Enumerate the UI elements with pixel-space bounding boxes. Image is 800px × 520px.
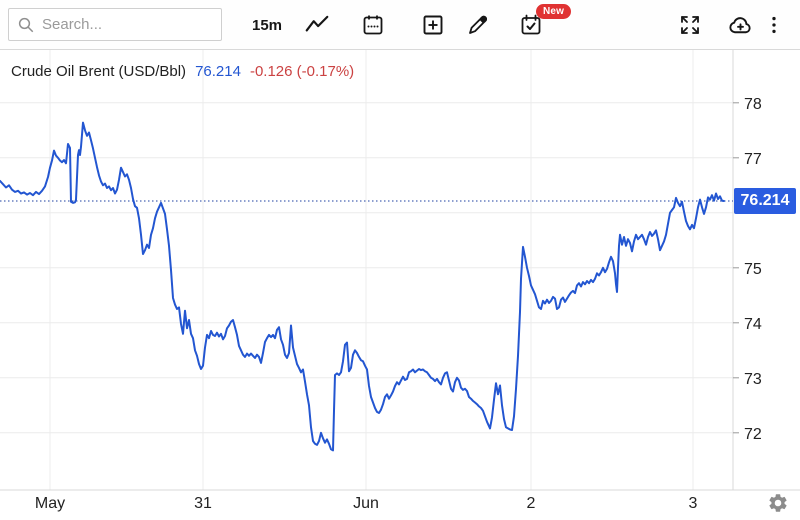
- price-line: [0, 121, 725, 452]
- chart-header: Crude Oil Brent (USD/Bbl) 76.214 -0.126 …: [11, 63, 354, 80]
- events-button[interactable]: [509, 6, 553, 44]
- gear-icon: [767, 493, 789, 517]
- kebab-menu-icon: [763, 14, 785, 36]
- calendar-check-icon: [519, 13, 543, 37]
- y-tick-label: 72: [744, 426, 762, 443]
- x-tick-label: 31: [194, 495, 212, 512]
- pencil-icon: [466, 13, 490, 37]
- new-badge: New: [536, 4, 572, 19]
- add-indicator-button[interactable]: [412, 6, 454, 44]
- instrument-title: Crude Oil Brent (USD/Bbl): [11, 63, 187, 80]
- more-button[interactable]: [758, 6, 790, 44]
- toolbar: 15m: [0, 0, 800, 50]
- draw-button[interactable]: [457, 6, 499, 44]
- interval-button[interactable]: 15m: [245, 6, 289, 44]
- y-tick-label: 77: [744, 151, 762, 168]
- chart-type-button[interactable]: [296, 6, 338, 44]
- fullscreen-button[interactable]: [669, 6, 711, 44]
- y-tick-label: 78: [744, 96, 762, 113]
- save-button[interactable]: [717, 6, 763, 44]
- x-tick-label: May: [35, 495, 65, 512]
- last-price: 76.214: [195, 63, 241, 80]
- price-change: -0.126 (-0.17%): [249, 63, 355, 80]
- y-tick-label: 75: [744, 261, 762, 278]
- cloud-save-icon: [727, 12, 754, 39]
- y-tick-label: 74: [744, 316, 762, 333]
- price-chart[interactable]: 72 73 74 75 77 78 May 31 Jun 2 3: [0, 50, 800, 520]
- settings-button[interactable]: [764, 490, 792, 518]
- line-chart-icon: [304, 12, 330, 38]
- x-tick-label: 2: [527, 495, 536, 512]
- search-box[interactable]: [8, 8, 222, 41]
- search-icon: [17, 16, 35, 34]
- search-input[interactable]: [42, 16, 213, 33]
- current-price-badge: 76.214: [734, 188, 796, 214]
- interval-label: 15m: [251, 16, 283, 34]
- y-tick-label: 73: [744, 371, 762, 388]
- expand-icon: [678, 13, 702, 37]
- calendar-button[interactable]: [352, 6, 394, 44]
- calendar-icon: [361, 13, 385, 37]
- x-tick-label: Jun: [353, 495, 379, 512]
- x-tick-label: 3: [689, 495, 698, 512]
- chart-area: 72 73 74 75 77 78 May 31 Jun 2 3 Crude Oil Brent (…: [0, 50, 800, 520]
- plus-square-icon: [421, 13, 445, 37]
